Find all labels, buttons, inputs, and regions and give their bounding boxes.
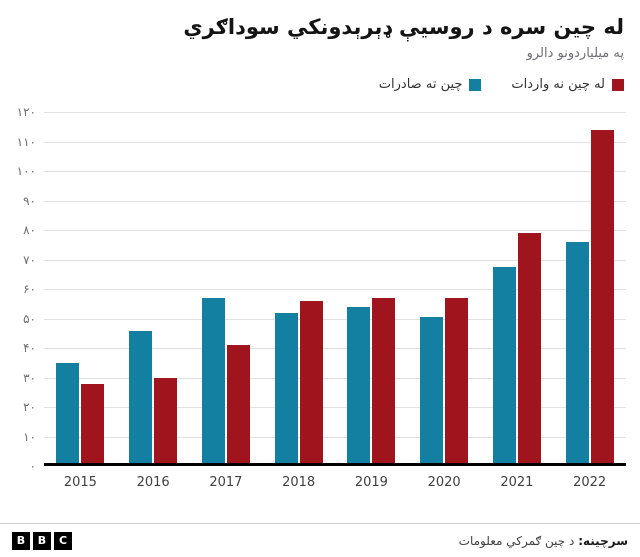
bar-2020-series-0 [420,317,444,467]
legend-label-imports: له چین نه واردات [511,77,605,93]
legend: له چین نه واردات چین ته صادرات [0,61,640,96]
bar-group-2017 [201,112,250,467]
bar-group-2015 [56,112,105,467]
y-axis-labels: ۰ ۱۰ ۲۰ ۳۰ ۴۰ ۵۰ ۶۰ ۷۰ ۸۰ ۹۰ ۱۰۰ ۱۱۰ ۱۲۰ [10,105,38,473]
bar-chart: ۰ ۱۰ ۲۰ ۳۰ ۴۰ ۵۰ ۶۰ ۷۰ ۸۰ ۹۰ ۱۰۰ ۱۱۰ ۱۲۰ 2015 2016 201… [10,104,630,496]
source-label: سرچینه: [578,533,628,548]
y-tick-label: ۳۰ [23,370,36,385]
footer: B B C سرچینه: د چین ګمرکي معلومات [0,523,640,557]
source-note: سرچینه: د چین ګمرکي معلومات [459,534,628,548]
y-tick-label: ۱۰ [23,429,36,444]
y-tick-label: ۹۰ [23,193,36,208]
y-tick-label: ۱۰۰ [16,164,36,179]
y-tick-label: ۵۰ [23,311,36,326]
y-tick-label: ۷۰ [23,252,36,267]
bbc-logo: B B C [12,531,72,550]
bar-2018-series-0 [274,312,298,467]
bar-2021-series-0 [492,267,516,467]
bar-2022-series-1 [590,129,614,467]
x-tick-label-2017: 2017 [209,475,243,491]
gridline [44,259,626,261]
bar-2017-series-0 [201,298,225,467]
bbc-logo-block-b1: B [12,531,30,550]
x-tick-label-2021: 2021 [500,475,534,491]
bar-2019-series-0 [347,306,371,467]
gridline [44,112,626,114]
chart-header: له چین سره د روسیې ډېرېدونکي سوداګري په … [0,0,640,61]
y-tick-label: ۱۱۰ [16,134,36,149]
x-tick-label-2022: 2022 [573,475,607,491]
gridline [44,436,626,438]
bar-2015-series-0 [56,363,80,467]
gridline [44,289,626,291]
bar-group-2019 [347,112,396,467]
y-tick-label: ۰ [29,459,36,474]
gridline [44,348,626,350]
x-tick-label-2019: 2019 [354,475,388,491]
x-axis-line [44,463,626,467]
gridline [44,377,626,379]
x-tick-label-2020: 2020 [427,475,461,491]
y-tick-label: ۶۰ [23,282,36,297]
legend-swatch-exports [469,78,482,91]
x-tick-label-2015: 2015 [63,475,97,491]
gridline [44,171,626,173]
x-tick-label-2016: 2016 [136,475,170,491]
y-tick-label: ۱۲۰ [16,105,36,120]
chart-subtitle: په میلیاردونو دالرو [526,46,624,62]
bar-group-2020 [420,112,469,467]
bar-group-2022 [565,112,614,467]
legend-swatch-imports [612,78,624,91]
bar-2021-series-1 [517,233,541,467]
x-tick-label-2018: 2018 [282,475,316,491]
gridline [44,141,626,143]
bar-group-2018 [274,112,323,467]
bbc-logo-block-b2: B [33,531,51,550]
bar-2018-series-1 [299,301,323,467]
bar-2022-series-0 [565,242,589,467]
y-tick-label: ۴۰ [23,341,36,356]
legend-item-imports: له چین نه واردات [511,77,624,92]
y-tick-label: ۸۰ [23,223,36,238]
source-text: د چین ګمرکي معلومات [458,533,575,548]
bar-group-2021 [492,112,541,467]
bar-2016-series-0 [129,330,153,467]
legend-item-exports: چین ته صادرات [379,77,482,92]
bar-2015-series-1 [81,383,105,467]
gridline [44,200,626,202]
bbc-logo-block-c: C [54,531,72,550]
bar-2017-series-1 [226,345,250,467]
bar-2019-series-1 [372,298,396,467]
gridline [44,318,626,320]
bar-2020-series-1 [445,298,469,467]
gridline [44,230,626,232]
chart-title: له چین سره د روسیې ډېرېدونکي سوداګري [183,15,624,39]
y-tick-label: ۲۰ [23,400,36,415]
x-axis-labels: 2015 2016 2017 2018 2019 2020 2021 2022 [44,466,626,496]
plot-area [44,112,626,467]
legend-label-exports: چین ته صادرات [378,77,463,93]
bar-group-2016 [129,112,178,467]
gridline [44,407,626,409]
bar-2016-series-1 [154,377,178,467]
